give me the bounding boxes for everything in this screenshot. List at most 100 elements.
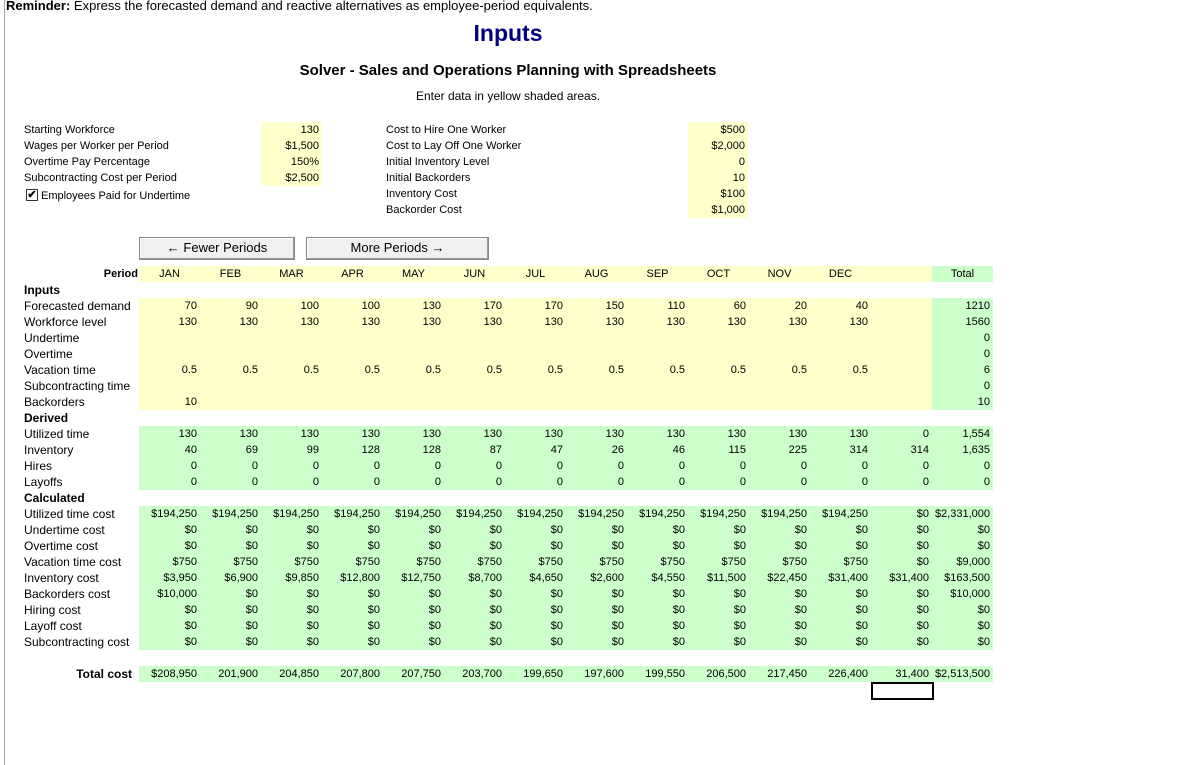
cell: 204,850 xyxy=(279,668,319,680)
row-label: Undertime cost xyxy=(24,523,105,537)
param-value[interactable]: $1,000 xyxy=(711,204,745,216)
cell: $0 xyxy=(855,540,868,552)
cell[interactable]: 1210 xyxy=(965,300,990,312)
cell[interactable]: 20 xyxy=(794,300,807,312)
cell: $194,250 xyxy=(151,508,197,520)
cell[interactable]: 130 xyxy=(361,316,380,328)
param-label: Subcontracting Cost per Period xyxy=(24,172,177,184)
cell[interactable]: 0.5 xyxy=(303,364,319,376)
cell[interactable]: 70 xyxy=(184,300,197,312)
cell[interactable]: 0.5 xyxy=(608,364,624,376)
cell[interactable]: 0.5 xyxy=(547,364,563,376)
cell: $0 xyxy=(245,588,258,600)
cell: $0 xyxy=(733,636,746,648)
cell: 99 xyxy=(306,444,319,456)
cell[interactable]: 0.5 xyxy=(852,364,868,376)
cell: $194,250 xyxy=(212,508,258,520)
param-label: Initial Backorders xyxy=(386,172,471,184)
cell[interactable]: 0 xyxy=(983,380,990,392)
cell[interactable]: 130 xyxy=(605,316,624,328)
row-bg xyxy=(139,362,932,378)
cell[interactable]: 130 xyxy=(422,300,441,312)
row-bg xyxy=(139,506,993,522)
cell[interactable]: 130 xyxy=(666,316,685,328)
fewer-periods-button[interactable]: ← Fewer Periods xyxy=(139,237,295,260)
cell: $0 xyxy=(489,620,502,632)
cell[interactable]: 0.5 xyxy=(486,364,502,376)
cell[interactable]: 0 xyxy=(983,348,990,360)
cell[interactable]: 100 xyxy=(361,300,380,312)
cell[interactable]: 130 xyxy=(849,316,868,328)
cell[interactable]: 130 xyxy=(422,316,441,328)
cell[interactable]: 100 xyxy=(300,300,319,312)
param-value[interactable]: $1,500 xyxy=(285,140,319,152)
cell[interactable]: 0.5 xyxy=(791,364,807,376)
checkbox-label[interactable]: Employees Paid for Undertime xyxy=(41,190,191,202)
cell[interactable]: 1560 xyxy=(965,316,990,328)
cell[interactable]: 130 xyxy=(544,316,563,328)
cell: $0 xyxy=(306,636,319,648)
cell[interactable]: 0.5 xyxy=(181,364,197,376)
cell: $0 xyxy=(367,620,380,632)
cell[interactable]: 0.5 xyxy=(425,364,441,376)
param-value[interactable]: $100 xyxy=(720,188,745,200)
header-label: Period xyxy=(103,268,138,280)
param-label: Overtime Pay Percentage xyxy=(24,156,150,168)
cell[interactable]: 130 xyxy=(727,316,746,328)
cell[interactable]: 10 xyxy=(977,396,990,408)
param-value[interactable]: $2,500 xyxy=(285,172,319,184)
cell[interactable]: 130 xyxy=(300,316,319,328)
cell[interactable]: 10 xyxy=(184,396,197,408)
cell[interactable]: 130 xyxy=(788,316,807,328)
param-label: Cost to Lay Off One Worker xyxy=(386,140,522,152)
more-periods-button[interactable]: More Periods → xyxy=(306,237,489,260)
cell: 87 xyxy=(489,444,502,456)
cell: $0 xyxy=(977,636,990,648)
cell: $0 xyxy=(977,540,990,552)
cell[interactable]: 60 xyxy=(733,300,746,312)
row-bg xyxy=(139,634,993,650)
cell[interactable]: 0.5 xyxy=(730,364,746,376)
row-label: Forecasted demand xyxy=(24,299,131,313)
cell: $0 xyxy=(489,604,502,616)
cell: $0 xyxy=(245,604,258,616)
checkbox[interactable]: ✔ xyxy=(26,189,38,201)
month-header: OCT xyxy=(706,268,731,280)
cell[interactable]: 40 xyxy=(855,300,868,312)
cell[interactable]: 150 xyxy=(605,300,624,312)
cell: 130 xyxy=(361,428,380,440)
month-header: APR xyxy=(341,268,364,280)
param-value[interactable]: 0 xyxy=(738,156,745,168)
cell[interactable]: 130 xyxy=(178,316,197,328)
selected-cell[interactable] xyxy=(871,682,934,700)
cell[interactable]: 0.5 xyxy=(669,364,685,376)
cell: 1,554 xyxy=(962,428,990,440)
cell: $750 xyxy=(355,556,380,568)
cell: $0 xyxy=(794,620,807,632)
cell: $194,250 xyxy=(334,508,380,520)
cell[interactable]: 170 xyxy=(483,300,502,312)
cell[interactable]: 0.5 xyxy=(242,364,258,376)
cell[interactable]: 110 xyxy=(667,300,685,312)
row-label: Vacation time cost xyxy=(24,555,122,569)
cell: $12,750 xyxy=(401,572,441,584)
cell: 207,800 xyxy=(340,668,380,680)
param-value[interactable]: 150% xyxy=(290,156,319,168)
param-value[interactable]: 10 xyxy=(732,172,745,184)
row-bg xyxy=(932,314,993,330)
param-value[interactable]: 130 xyxy=(300,124,319,136)
cell[interactable]: 130 xyxy=(483,316,502,328)
month-header: JAN xyxy=(159,268,180,280)
cell: $0 xyxy=(306,524,319,536)
cell: 199,650 xyxy=(523,668,563,680)
cell: 0 xyxy=(678,460,685,472)
param-value[interactable]: $500 xyxy=(720,124,745,136)
cell[interactable]: 0.5 xyxy=(364,364,380,376)
cell[interactable]: 130 xyxy=(239,316,258,328)
cell[interactable]: 90 xyxy=(245,300,258,312)
row-label: Backorders cost xyxy=(24,587,111,601)
cell[interactable]: 6 xyxy=(983,364,990,376)
cell[interactable]: 0 xyxy=(983,332,990,344)
param-value[interactable]: $2,000 xyxy=(711,140,745,152)
cell[interactable]: 170 xyxy=(544,300,563,312)
